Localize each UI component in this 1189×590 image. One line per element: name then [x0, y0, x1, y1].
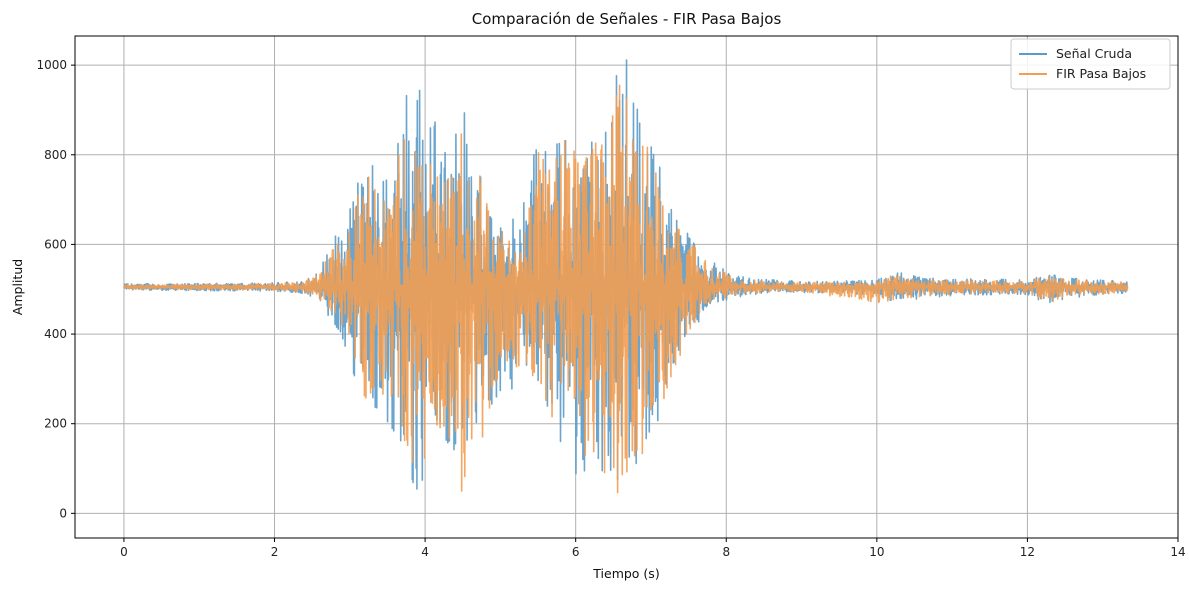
x-tick-label: 8 [722, 545, 730, 559]
chart-title: Comparación de Señales - FIR Pasa Bajos [472, 10, 782, 28]
legend: Señal Cruda FIR Pasa Bajos [1010, 38, 1171, 90]
y-tick-label: 400 [44, 327, 67, 341]
x-tick-label: 6 [572, 545, 580, 559]
legend-label-raw-signal: Señal Cruda [1056, 46, 1132, 61]
y-tick-label: 600 [44, 237, 67, 251]
x-tick-label: 2 [271, 545, 279, 559]
x-tick-label: 0 [120, 545, 128, 559]
y-tick-label: 1000 [36, 58, 67, 72]
x-axis-label: Tiempo (s) [592, 566, 659, 581]
x-tick-label: 12 [1020, 545, 1035, 559]
legend-label-fir-lowpass: FIR Pasa Bajos [1056, 66, 1146, 81]
plot-series [123, 59, 1129, 494]
legend-box [1010, 38, 1171, 90]
y-axis-label: Amplitud [10, 259, 25, 315]
x-tick-label: 4 [421, 545, 429, 559]
fir-lowpass-line [123, 84, 1129, 494]
x-tick-label: 10 [869, 545, 884, 559]
axis-ticks: 0 2 4 6 8 10 12 14 0 200 400 600 800 1000 [36, 58, 1185, 559]
y-tick-label: 0 [59, 506, 67, 520]
y-tick-label: 800 [44, 148, 67, 162]
plot-frame [74, 35, 1179, 539]
x-tick-label: 14 [1170, 545, 1185, 559]
y-tick-label: 200 [44, 417, 67, 431]
